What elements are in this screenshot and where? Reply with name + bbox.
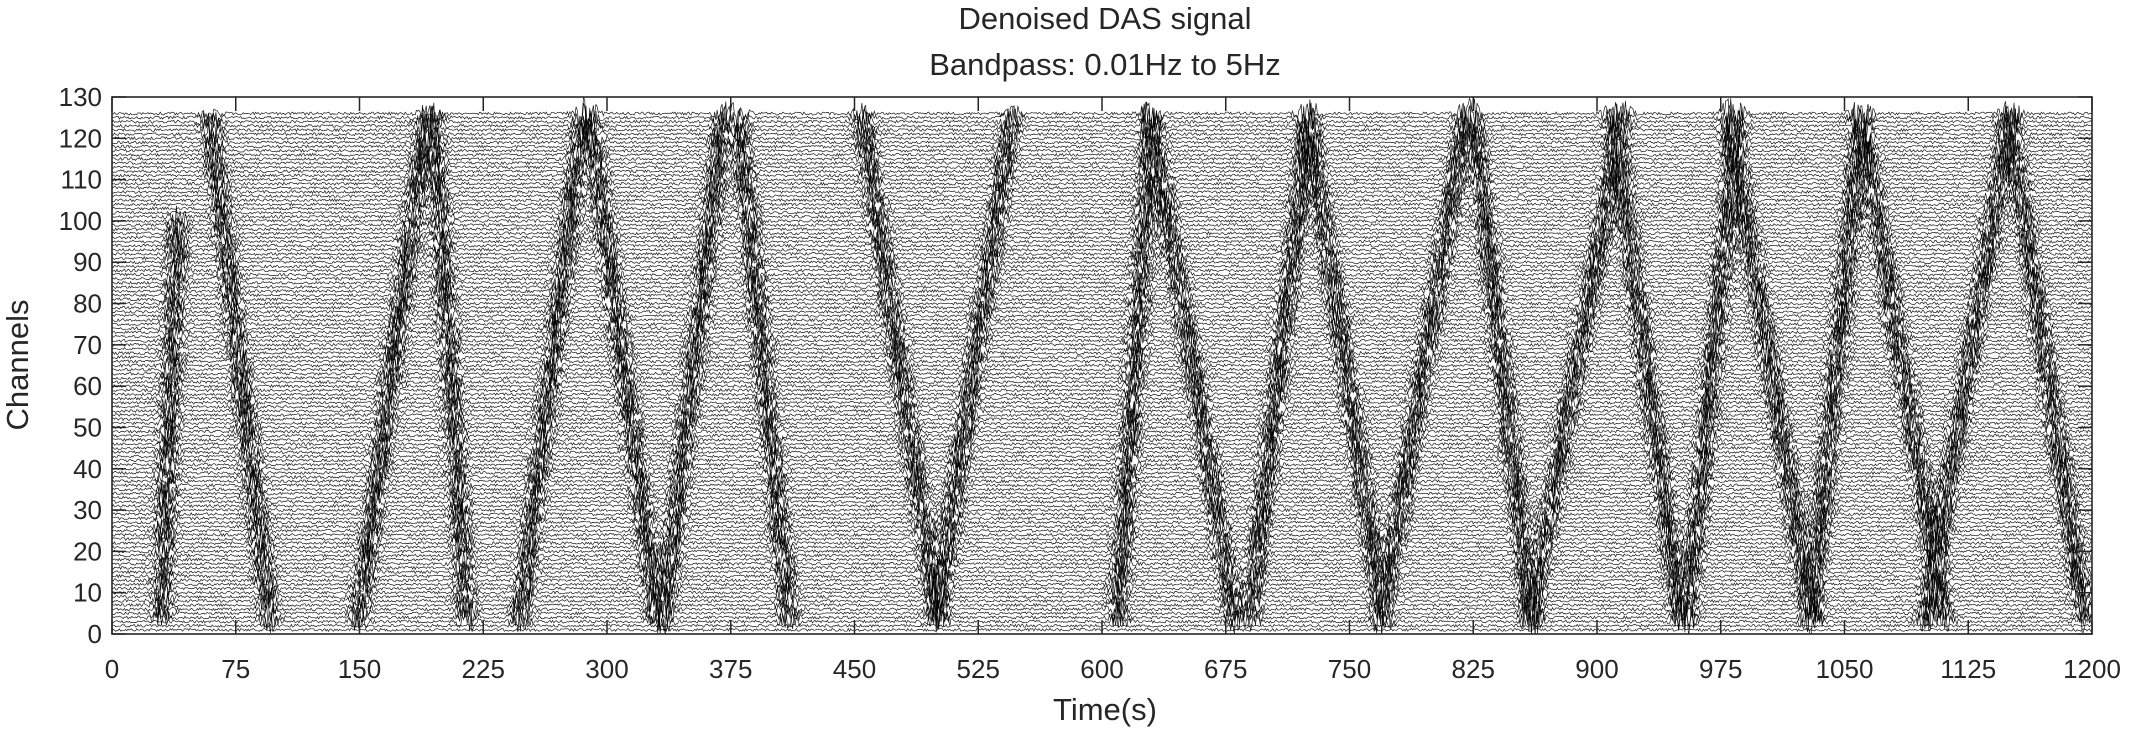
x-tick-label: 375 bbox=[709, 654, 752, 684]
y-tick-label: 50 bbox=[73, 412, 102, 442]
x-tick-label: 75 bbox=[221, 654, 250, 684]
x-tick-label: 150 bbox=[338, 654, 381, 684]
y-tick-label: 80 bbox=[73, 289, 102, 319]
y-tick-label: 10 bbox=[73, 578, 102, 608]
x-tick-label: 600 bbox=[1080, 654, 1123, 684]
y-tick-label: 120 bbox=[59, 123, 102, 153]
y-tick-label: 30 bbox=[73, 495, 102, 525]
y-tick-label: 40 bbox=[73, 454, 102, 484]
x-tick-label: 450 bbox=[833, 654, 876, 684]
y-tick-label: 70 bbox=[73, 330, 102, 360]
x-tick-label: 300 bbox=[585, 654, 628, 684]
x-tick-label: 1050 bbox=[1816, 654, 1874, 684]
y-tick-label: 90 bbox=[73, 247, 102, 277]
y-tick-label: 60 bbox=[73, 371, 102, 401]
x-tick-label: 225 bbox=[462, 654, 505, 684]
chart-subtitle: Bandpass: 0.01Hz to 5Hz bbox=[929, 47, 1281, 82]
x-tick-label: 825 bbox=[1452, 654, 1495, 684]
y-tick-label: 100 bbox=[59, 206, 102, 236]
y-tick-label: 130 bbox=[59, 82, 102, 112]
x-tick-label: 1200 bbox=[2063, 654, 2121, 684]
y-tick-label: 0 bbox=[88, 619, 102, 649]
x-tick-label: 675 bbox=[1204, 654, 1247, 684]
x-tick-label: 1125 bbox=[1940, 654, 1996, 684]
x-tick-label: 525 bbox=[957, 654, 1000, 684]
x-tick-label: 975 bbox=[1699, 654, 1742, 684]
x-tick-label: 0 bbox=[105, 654, 119, 684]
x-tick-label: 900 bbox=[1575, 654, 1618, 684]
y-tick-label: 110 bbox=[61, 165, 102, 195]
x-tick-label: 750 bbox=[1328, 654, 1371, 684]
chart-title: Denoised DAS signal bbox=[959, 1, 1252, 36]
y-tick-label: 20 bbox=[73, 536, 102, 566]
y-axis-label: Channels bbox=[0, 300, 35, 431]
x-axis-label: Time(s) bbox=[1053, 692, 1157, 727]
